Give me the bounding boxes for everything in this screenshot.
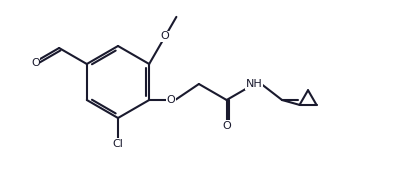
Text: Cl: Cl bbox=[113, 139, 123, 149]
Text: O: O bbox=[167, 95, 175, 105]
Text: O: O bbox=[31, 58, 40, 68]
Text: O: O bbox=[161, 31, 170, 41]
Text: NH: NH bbox=[246, 79, 263, 89]
Text: O: O bbox=[222, 121, 231, 131]
